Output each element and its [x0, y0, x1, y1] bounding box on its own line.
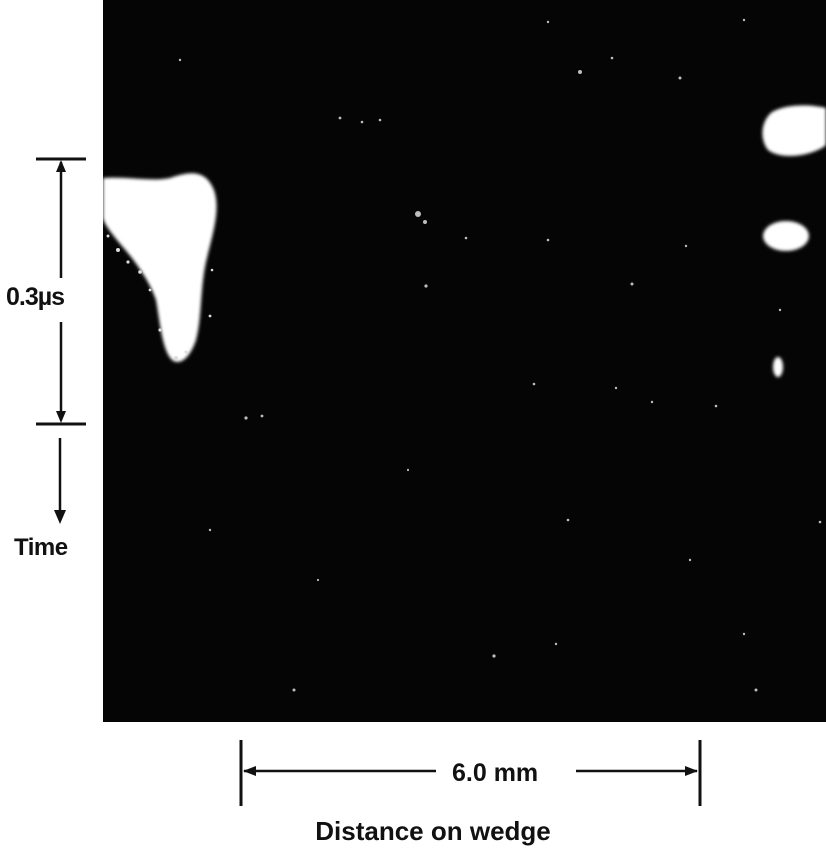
distance-scale-bar — [239, 740, 702, 806]
distance-axis-label: Distance on wedge — [315, 816, 551, 846]
photo-panel — [103, 0, 826, 722]
speckles — [178, 18, 822, 692]
distance-scale-label: 6.0 mm — [444, 761, 547, 786]
left-flash — [103, 173, 217, 362]
right-flashes — [762, 105, 826, 377]
time-arrow — [54, 438, 66, 524]
left-flash-fringe — [106, 234, 214, 360]
time-scale-label: 0.3µs — [6, 283, 65, 311]
time-axis-label: Time — [14, 534, 68, 561]
time-scale-bar — [36, 157, 86, 426]
